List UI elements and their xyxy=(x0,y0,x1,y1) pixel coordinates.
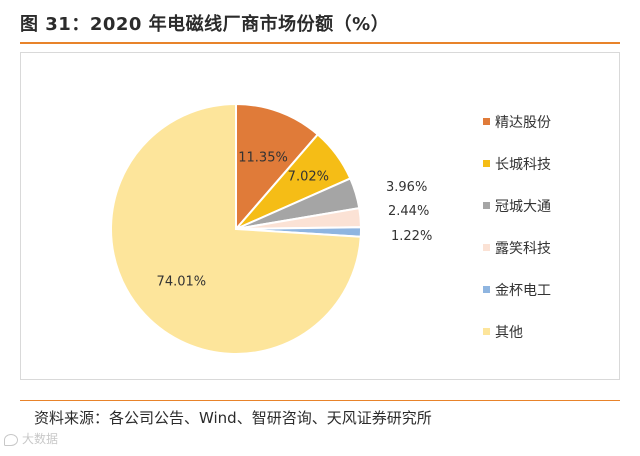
pie-slice-1 xyxy=(235,102,320,232)
legend-label-6: 其他 xyxy=(495,325,523,341)
watermark-text: 大数据 xyxy=(22,432,59,446)
chart-title: 图 31：2020 年电磁线厂商市场份额（%） xyxy=(20,14,390,35)
legend-swatch-2 xyxy=(483,160,490,167)
source-divider xyxy=(20,400,620,401)
chart-area: 11.35% 7.02% 3.96% 2.44% 1.22% 74.01% 精达股份长城科技… xyxy=(20,52,620,380)
legend-label-3: 冠城大通 xyxy=(495,199,551,215)
legend-swatch-1 xyxy=(483,118,490,125)
slice-data-label-1: 11.35% xyxy=(238,150,288,165)
legend-label-1: 精达股份 xyxy=(495,115,551,131)
pie-slice-6 xyxy=(110,102,362,355)
slice-data-label-3: 3.96% xyxy=(386,180,427,195)
legend-label-4: 露笑科技 xyxy=(495,241,551,257)
watermark: 大数据 xyxy=(4,430,58,447)
legend-label-2: 长城科技 xyxy=(495,157,551,173)
slice-data-label-4: 2.44% xyxy=(388,204,429,219)
slice-data-label-2: 7.02% xyxy=(288,169,329,184)
title-divider xyxy=(20,42,620,44)
watermark-logo-icon xyxy=(4,433,18,446)
legend-swatch-4 xyxy=(483,244,490,251)
slice-data-label-6: 74.01% xyxy=(157,274,207,289)
source-note: 资料来源：各公司公告、Wind、智研咨询、天风证券研究所 xyxy=(34,409,432,427)
legend-swatch-6 xyxy=(483,328,490,335)
pie-chart: 11.35%7.02% 3.96% 2.44% 1.22% 74.01% 精达股份长城科技… xyxy=(110,102,551,355)
legend-swatch-3 xyxy=(483,202,490,209)
legend-label-5: 金杯电工 xyxy=(495,283,551,299)
slice-data-label-5: 1.22% xyxy=(391,229,432,244)
legend-swatch-5 xyxy=(483,286,490,293)
